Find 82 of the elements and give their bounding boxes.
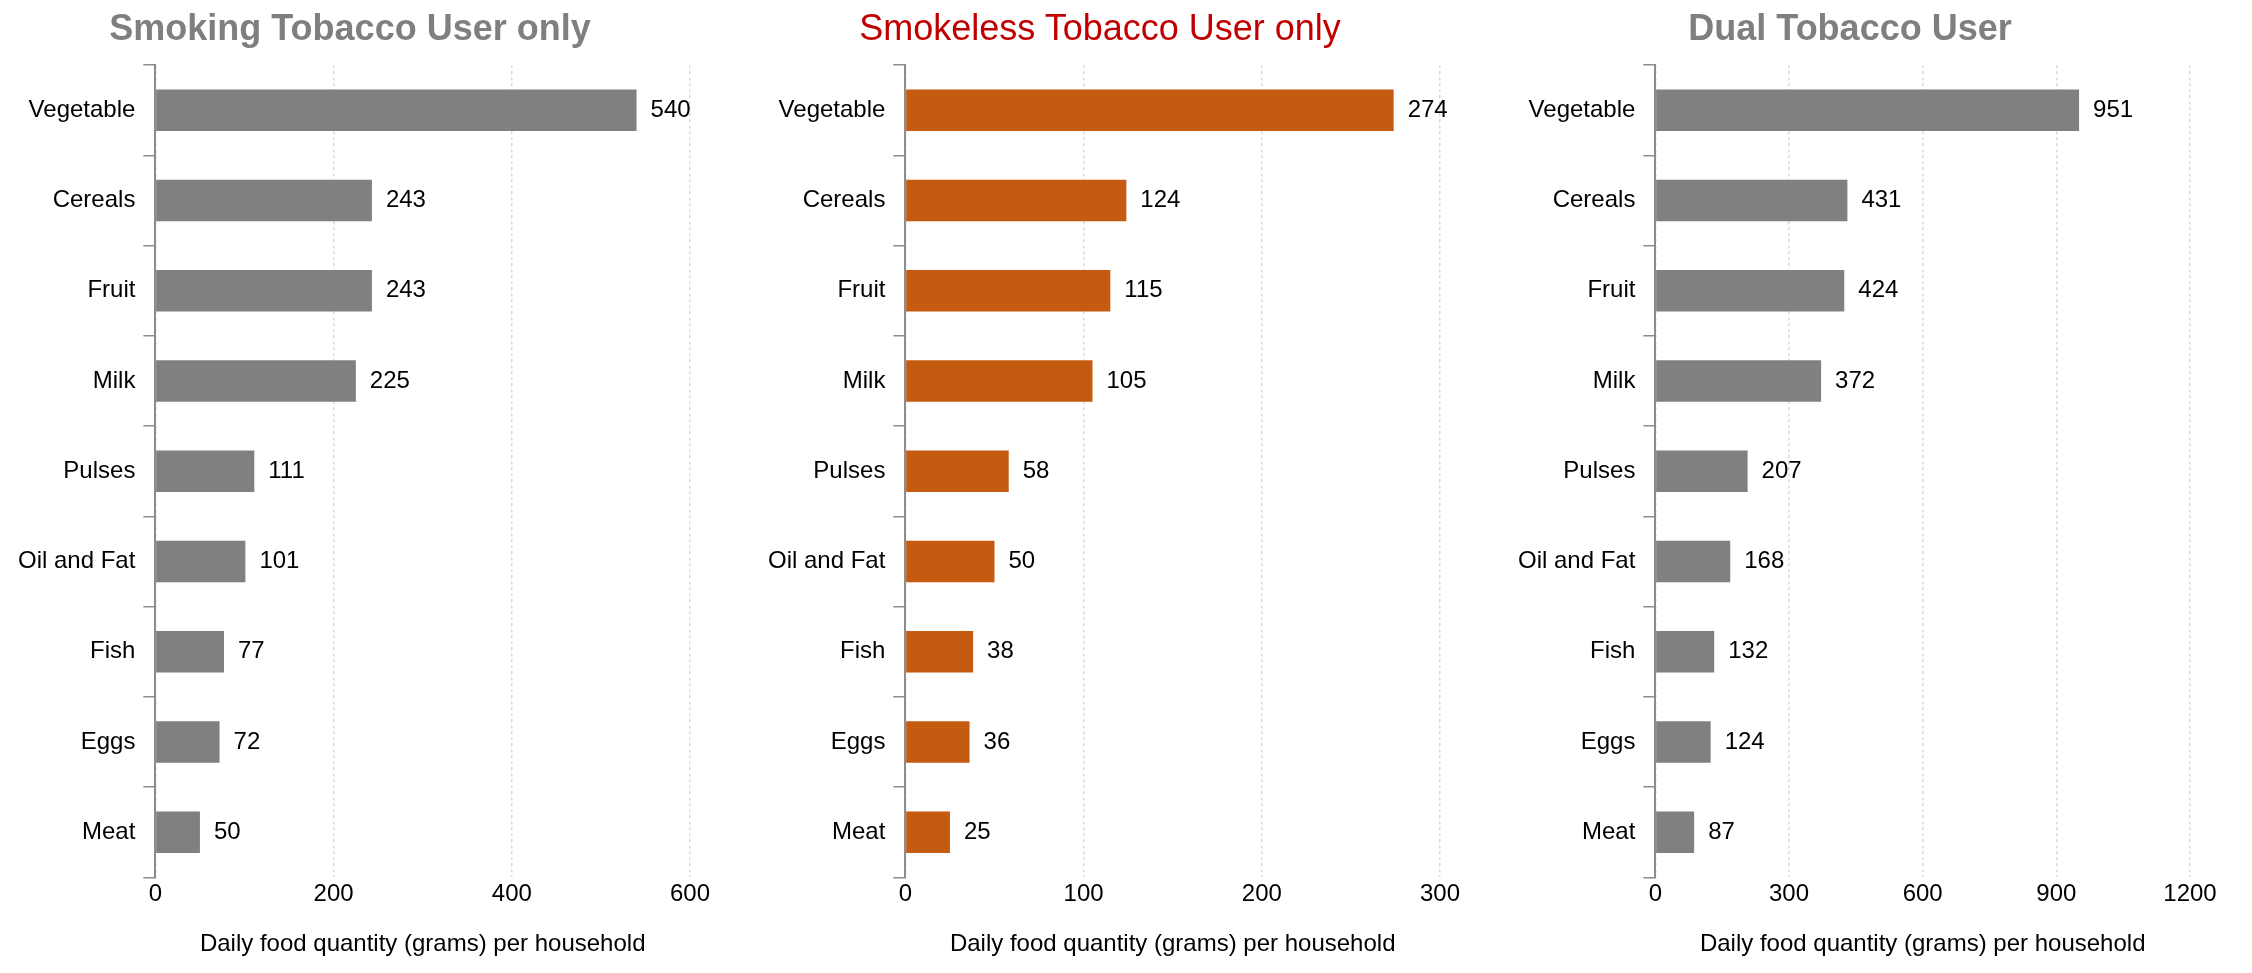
x-axis-title: Daily food quantity (grams) per household [949, 929, 1396, 957]
y-tick-label: Eggs [1580, 726, 1636, 754]
y-tick-label: Fish [840, 636, 886, 664]
bar [906, 631, 974, 673]
y-tick-label: Cereals [802, 185, 886, 213]
y-tick-label: Oil and Fat [18, 546, 136, 574]
chart-title: Dual Tobacco User [1688, 6, 2012, 48]
y-tick-label: Fruit [837, 275, 886, 303]
x-tick-label: 300 [1769, 879, 1810, 907]
y-tick-label: Vegetable [28, 94, 136, 122]
x-tick-label: 900 [2036, 879, 2077, 907]
data-label: 274 [1407, 94, 1448, 122]
y-tick-label: Meat [1582, 816, 1636, 844]
data-label: 372 [1835, 365, 1876, 393]
y-tick-label: Cereals [1552, 185, 1636, 213]
bar [906, 270, 1111, 312]
data-label: 243 [385, 275, 426, 303]
bar [906, 360, 1093, 402]
y-tick-label: Vegetable [778, 94, 886, 122]
y-tick-label: Meat [82, 816, 136, 844]
y-tick-label: Fruit [87, 275, 136, 303]
y-tick-label: Eggs [830, 726, 886, 754]
bar [906, 179, 1127, 222]
data-label: 225 [369, 365, 410, 393]
y-tick-label: Milk [92, 365, 137, 393]
data-label: 25 [963, 816, 991, 844]
data-label: 72 [233, 726, 261, 754]
x-tick-label: 0 [1648, 879, 1663, 907]
bar [906, 450, 1009, 493]
y-tick-label: Pulses [63, 455, 136, 483]
y-tick-label: Milk [842, 365, 887, 393]
x-axis-title: Daily food quantity (grams) per household [199, 929, 646, 957]
data-label: 50 [213, 816, 241, 844]
y-tick-label: Pulses [1563, 455, 1636, 483]
y-tick-label: Fish [1590, 636, 1636, 664]
x-tick-label: 200 [1241, 879, 1282, 907]
data-label: 101 [259, 546, 300, 574]
data-label: 951 [2093, 94, 2134, 122]
data-label: 124 [1140, 185, 1181, 213]
bar [906, 89, 1394, 132]
y-tick-label: Cereals [52, 185, 136, 213]
data-label: 243 [385, 185, 426, 213]
y-tick-label: Fish [90, 636, 136, 664]
data-label: 77 [238, 636, 265, 664]
x-tick-label: 600 [1902, 879, 1943, 907]
data-label: 111 [268, 455, 305, 483]
bar [906, 540, 995, 583]
data-label: 168 [1744, 546, 1785, 574]
data-label: 431 [1861, 185, 1902, 213]
x-tick-label: 200 [313, 879, 354, 907]
x-tick-label: 600 [669, 879, 711, 907]
data-label: 424 [1858, 275, 1899, 303]
y-tick-label: Fruit [1587, 275, 1636, 303]
x-tick-label: 300 [1419, 879, 1461, 907]
data-label: 87 [1708, 816, 1735, 844]
data-label: 38 [987, 636, 1014, 664]
x-tick-label: 1200 [2163, 879, 2217, 907]
data-label: 115 [1124, 275, 1163, 303]
y-tick-label: Oil and Fat [768, 546, 886, 574]
data-label: 50 [1008, 546, 1036, 574]
x-axis-title: Daily food quantity (grams) per household [1699, 929, 2146, 957]
data-label: 105 [1106, 365, 1147, 393]
y-tick-label: Vegetable [1528, 94, 1636, 122]
chart-title: Smokeless Tobacco User only [859, 6, 1341, 48]
x-tick-label: 100 [1063, 879, 1104, 907]
y-tick-label: Pulses [813, 455, 886, 483]
bar [906, 721, 970, 763]
x-tick-label: 0 [148, 879, 163, 907]
data-label: 540 [650, 94, 691, 122]
y-tick-label: Milk [1592, 365, 1637, 393]
data-label: 124 [1724, 726, 1765, 754]
y-tick-label: Meat [832, 816, 886, 844]
y-tick-label: Oil and Fat [1518, 546, 1636, 574]
data-label: 132 [1728, 636, 1769, 664]
data-label: 36 [983, 726, 1011, 754]
x-tick-label: 0 [898, 879, 913, 907]
y-tick-label: Eggs [80, 726, 136, 754]
bar [906, 811, 950, 854]
data-label: 207 [1761, 455, 1802, 483]
x-tick-label: 400 [491, 879, 532, 907]
chart-title: Smoking Tobacco User only [109, 6, 591, 48]
data-label: 58 [1022, 455, 1050, 483]
